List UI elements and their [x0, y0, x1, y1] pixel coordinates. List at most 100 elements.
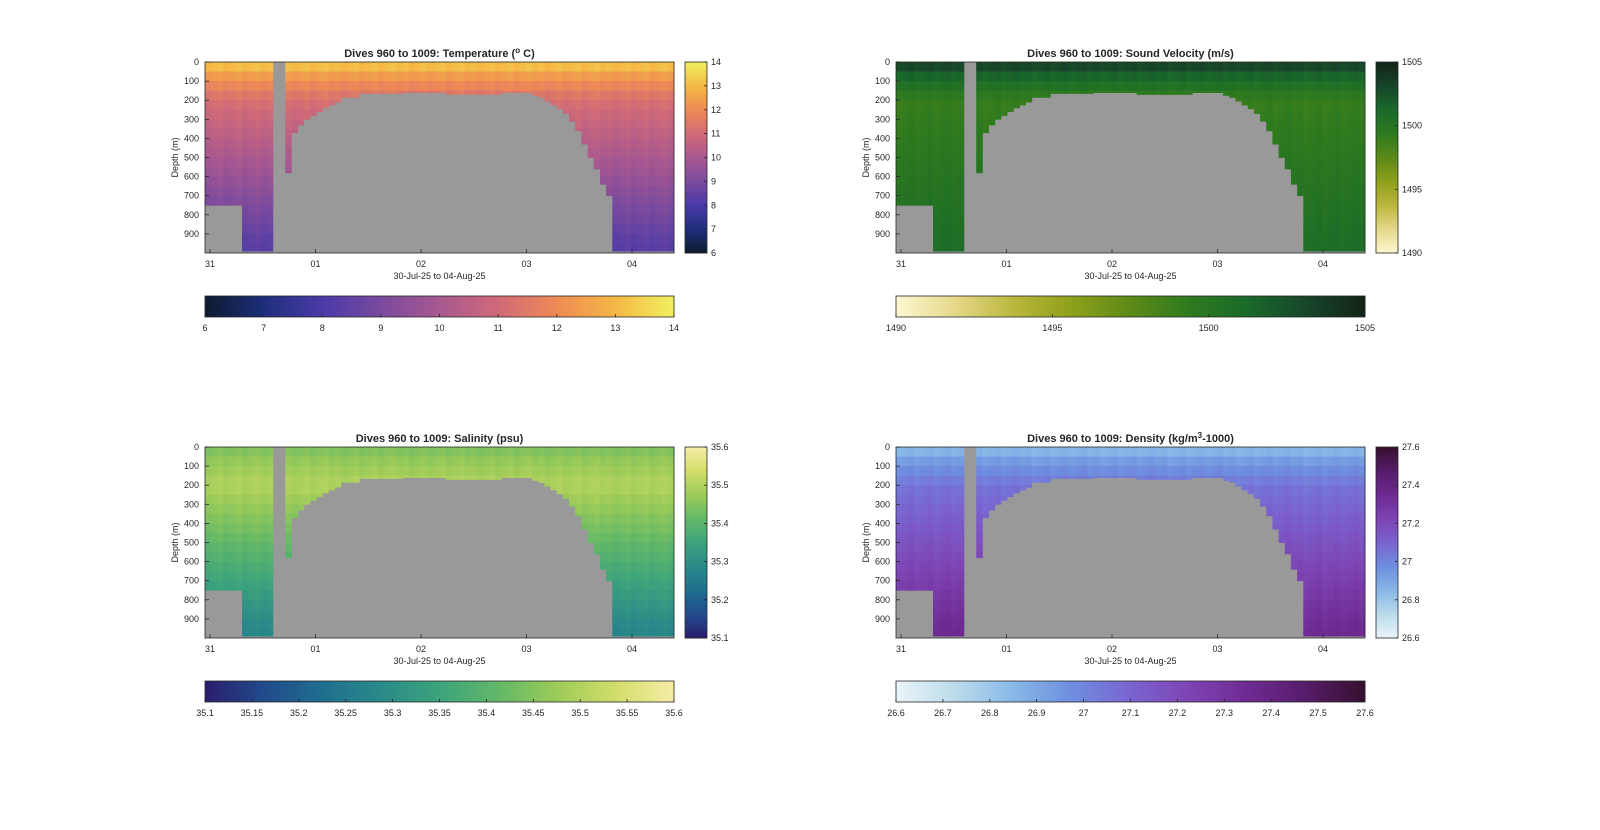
data-cell [1340, 157, 1347, 168]
data-cell [365, 62, 373, 72]
data-cell [285, 90, 292, 101]
data-cell [1309, 618, 1317, 629]
colorbar-tick-label: 1505 [1355, 323, 1375, 333]
data-cell [1309, 167, 1317, 177]
data-cell [451, 81, 459, 92]
data-cell [982, 90, 989, 101]
data-cell [254, 195, 261, 206]
data-cell [914, 542, 922, 553]
data-cell [920, 167, 928, 177]
colorbar-segment [1349, 296, 1354, 317]
data-cell [470, 466, 477, 477]
data-cell [1025, 90, 1033, 101]
data-cell [957, 81, 965, 92]
colorbar-segment [615, 296, 620, 317]
data-cell [334, 485, 342, 488]
data-cell [1235, 90, 1242, 101]
data-cell [1198, 62, 1205, 72]
data-cell [1007, 447, 1014, 457]
data-cell [1303, 128, 1310, 139]
data-cell [1124, 81, 1131, 92]
data-cell [575, 513, 582, 517]
data-cell [260, 62, 268, 72]
data-cell [1352, 81, 1360, 92]
colorbar-segment [509, 681, 515, 702]
data-cell [248, 138, 255, 149]
data-cell [1161, 81, 1168, 92]
data-cell [982, 62, 989, 72]
side-colorbar-segment [1376, 221, 1398, 225]
data-cell [1297, 456, 1304, 467]
data-cell [587, 90, 595, 101]
data-cell [945, 552, 952, 562]
colorbar-segment [1259, 296, 1264, 317]
data-cell [1235, 475, 1242, 486]
data-cell [1315, 195, 1323, 206]
data-cell [630, 513, 638, 524]
data-cell [624, 504, 632, 515]
data-cell [1284, 62, 1292, 72]
data-cell [1068, 62, 1076, 72]
data-cell [254, 571, 261, 582]
data-cell [1327, 561, 1335, 572]
data-cell [242, 128, 249, 139]
data-cell [896, 542, 903, 553]
data-cell [519, 466, 527, 477]
data-cell [643, 475, 650, 486]
data-cell [205, 571, 212, 582]
colorbar-tick-label: 1500 [1199, 323, 1219, 333]
data-cell [1013, 100, 1020, 109]
colorbar-segment [627, 296, 632, 317]
data-cell [235, 167, 243, 177]
x-tick-label: 31 [205, 644, 215, 654]
data-cell [1346, 138, 1354, 149]
side-colorbar-segment [685, 147, 707, 152]
data-cell [427, 456, 434, 467]
data-cell [575, 485, 582, 496]
data-cell [649, 571, 656, 582]
y-axis-label: Depth (m) [861, 522, 871, 562]
data-cell [1099, 81, 1107, 92]
data-cell [908, 475, 915, 486]
data-cell [1235, 100, 1242, 102]
data-cell [1303, 561, 1310, 572]
data-cell [1099, 456, 1107, 467]
side-colorbar-segment [685, 466, 707, 470]
data-cell [1007, 494, 1014, 498]
data-cell [229, 147, 237, 158]
data-cell [655, 138, 663, 149]
data-cell [630, 485, 638, 496]
data-cell [988, 447, 996, 457]
data-cell [649, 147, 656, 158]
data-cell [260, 599, 268, 610]
colorbar-segment [935, 296, 940, 317]
colorbar-segment [455, 296, 460, 317]
data-cell [1297, 176, 1304, 187]
side-colorbar-label: 11 [711, 129, 720, 139]
data-cell [636, 599, 644, 610]
data-cell [1309, 62, 1317, 72]
data-cell [291, 494, 298, 505]
data-cell [939, 186, 946, 197]
data-cell [254, 71, 261, 82]
data-cell [1334, 513, 1341, 524]
colorbar-segment [232, 296, 237, 317]
data-cell [667, 447, 675, 457]
data-cell [1346, 532, 1354, 543]
side-colorbar-segment [1376, 71, 1398, 76]
data-cell [346, 447, 354, 457]
data-cell [667, 599, 675, 610]
data-cell [353, 475, 360, 483]
data-cell [1031, 475, 1039, 483]
data-cell [1352, 447, 1360, 457]
side-colorbar-segment [685, 144, 707, 149]
side-colorbar-segment [1376, 539, 1398, 543]
data-cell [223, 186, 231, 197]
data-cell [914, 456, 922, 467]
data-cell [957, 205, 965, 216]
data-cell [593, 475, 601, 486]
data-cell [1309, 81, 1317, 92]
data-cell [1050, 447, 1057, 457]
data-cell [636, 176, 644, 187]
data-cell [1352, 157, 1360, 168]
